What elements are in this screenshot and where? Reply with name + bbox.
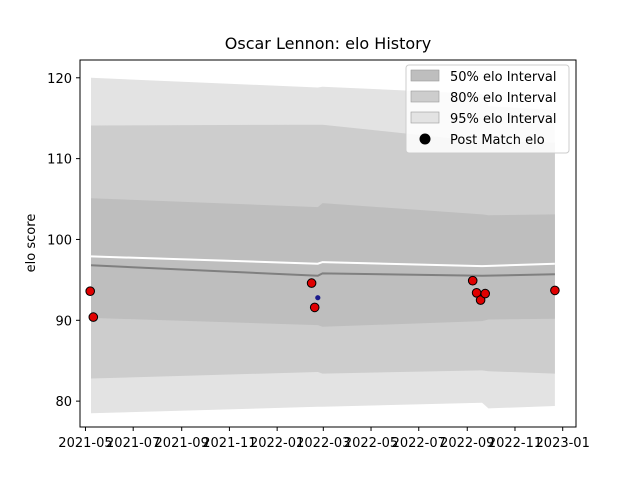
post-match-point bbox=[88, 312, 99, 322]
x-tick-label: 2022-09 bbox=[440, 436, 494, 451]
x-tick-label: 2021-09 bbox=[155, 436, 209, 451]
y-tick-label: 90 bbox=[55, 314, 72, 329]
post-match-point bbox=[85, 286, 95, 297]
legend-box bbox=[405, 64, 570, 154]
marker-point bbox=[315, 295, 321, 301]
legend-marker bbox=[419, 133, 431, 145]
legend-label: 95% elo Interval bbox=[450, 112, 557, 127]
y-tick-label: 110 bbox=[47, 153, 72, 168]
x-tick-label: 2022-01 bbox=[250, 436, 304, 451]
x-tick-label: 2021-05 bbox=[58, 436, 112, 451]
median-line bbox=[90, 264, 555, 277]
post-match-point bbox=[475, 295, 486, 305]
legend-label: Post Match elo bbox=[450, 133, 545, 148]
x-tick-label: 2022-11 bbox=[488, 436, 542, 451]
legend-swatch bbox=[410, 90, 440, 103]
post-match-point bbox=[550, 285, 560, 296]
post-match-point bbox=[480, 288, 491, 299]
x-tick-label: 2021-07 bbox=[106, 436, 160, 451]
chart-title: Oscar Lennon: elo History bbox=[225, 34, 431, 53]
legend-label: 50% elo Interval bbox=[450, 70, 557, 85]
x-tick-label: 2022-03 bbox=[296, 436, 350, 451]
y-axis-label: elo score bbox=[24, 214, 39, 273]
legend: 50% elo Interval 80% elo Interval 95% elo … bbox=[405, 64, 570, 154]
post-match-point bbox=[309, 302, 320, 313]
axes-frame bbox=[79, 59, 577, 428]
y-tick-label: 120 bbox=[47, 72, 72, 87]
legend-swatch bbox=[410, 111, 440, 124]
plot-area: 80 90 100 110 120 2021-052021-072021-092021-1… bbox=[47, 59, 590, 451]
x-tick-label: 2021-11 bbox=[202, 436, 256, 451]
mean-line bbox=[90, 255, 555, 268]
x-tick-label: 2023-01 bbox=[536, 436, 590, 451]
legend-label: 80% elo Interval bbox=[450, 91, 557, 106]
legend-swatch bbox=[410, 69, 440, 82]
x-tick-label: 2022-05 bbox=[344, 436, 398, 451]
x-tick-label: 2022-07 bbox=[392, 436, 446, 451]
y-tick-label: 80 bbox=[55, 395, 72, 410]
y-tick-label: 100 bbox=[47, 233, 72, 248]
post-match-point bbox=[467, 275, 478, 286]
post-match-point bbox=[306, 278, 317, 288]
